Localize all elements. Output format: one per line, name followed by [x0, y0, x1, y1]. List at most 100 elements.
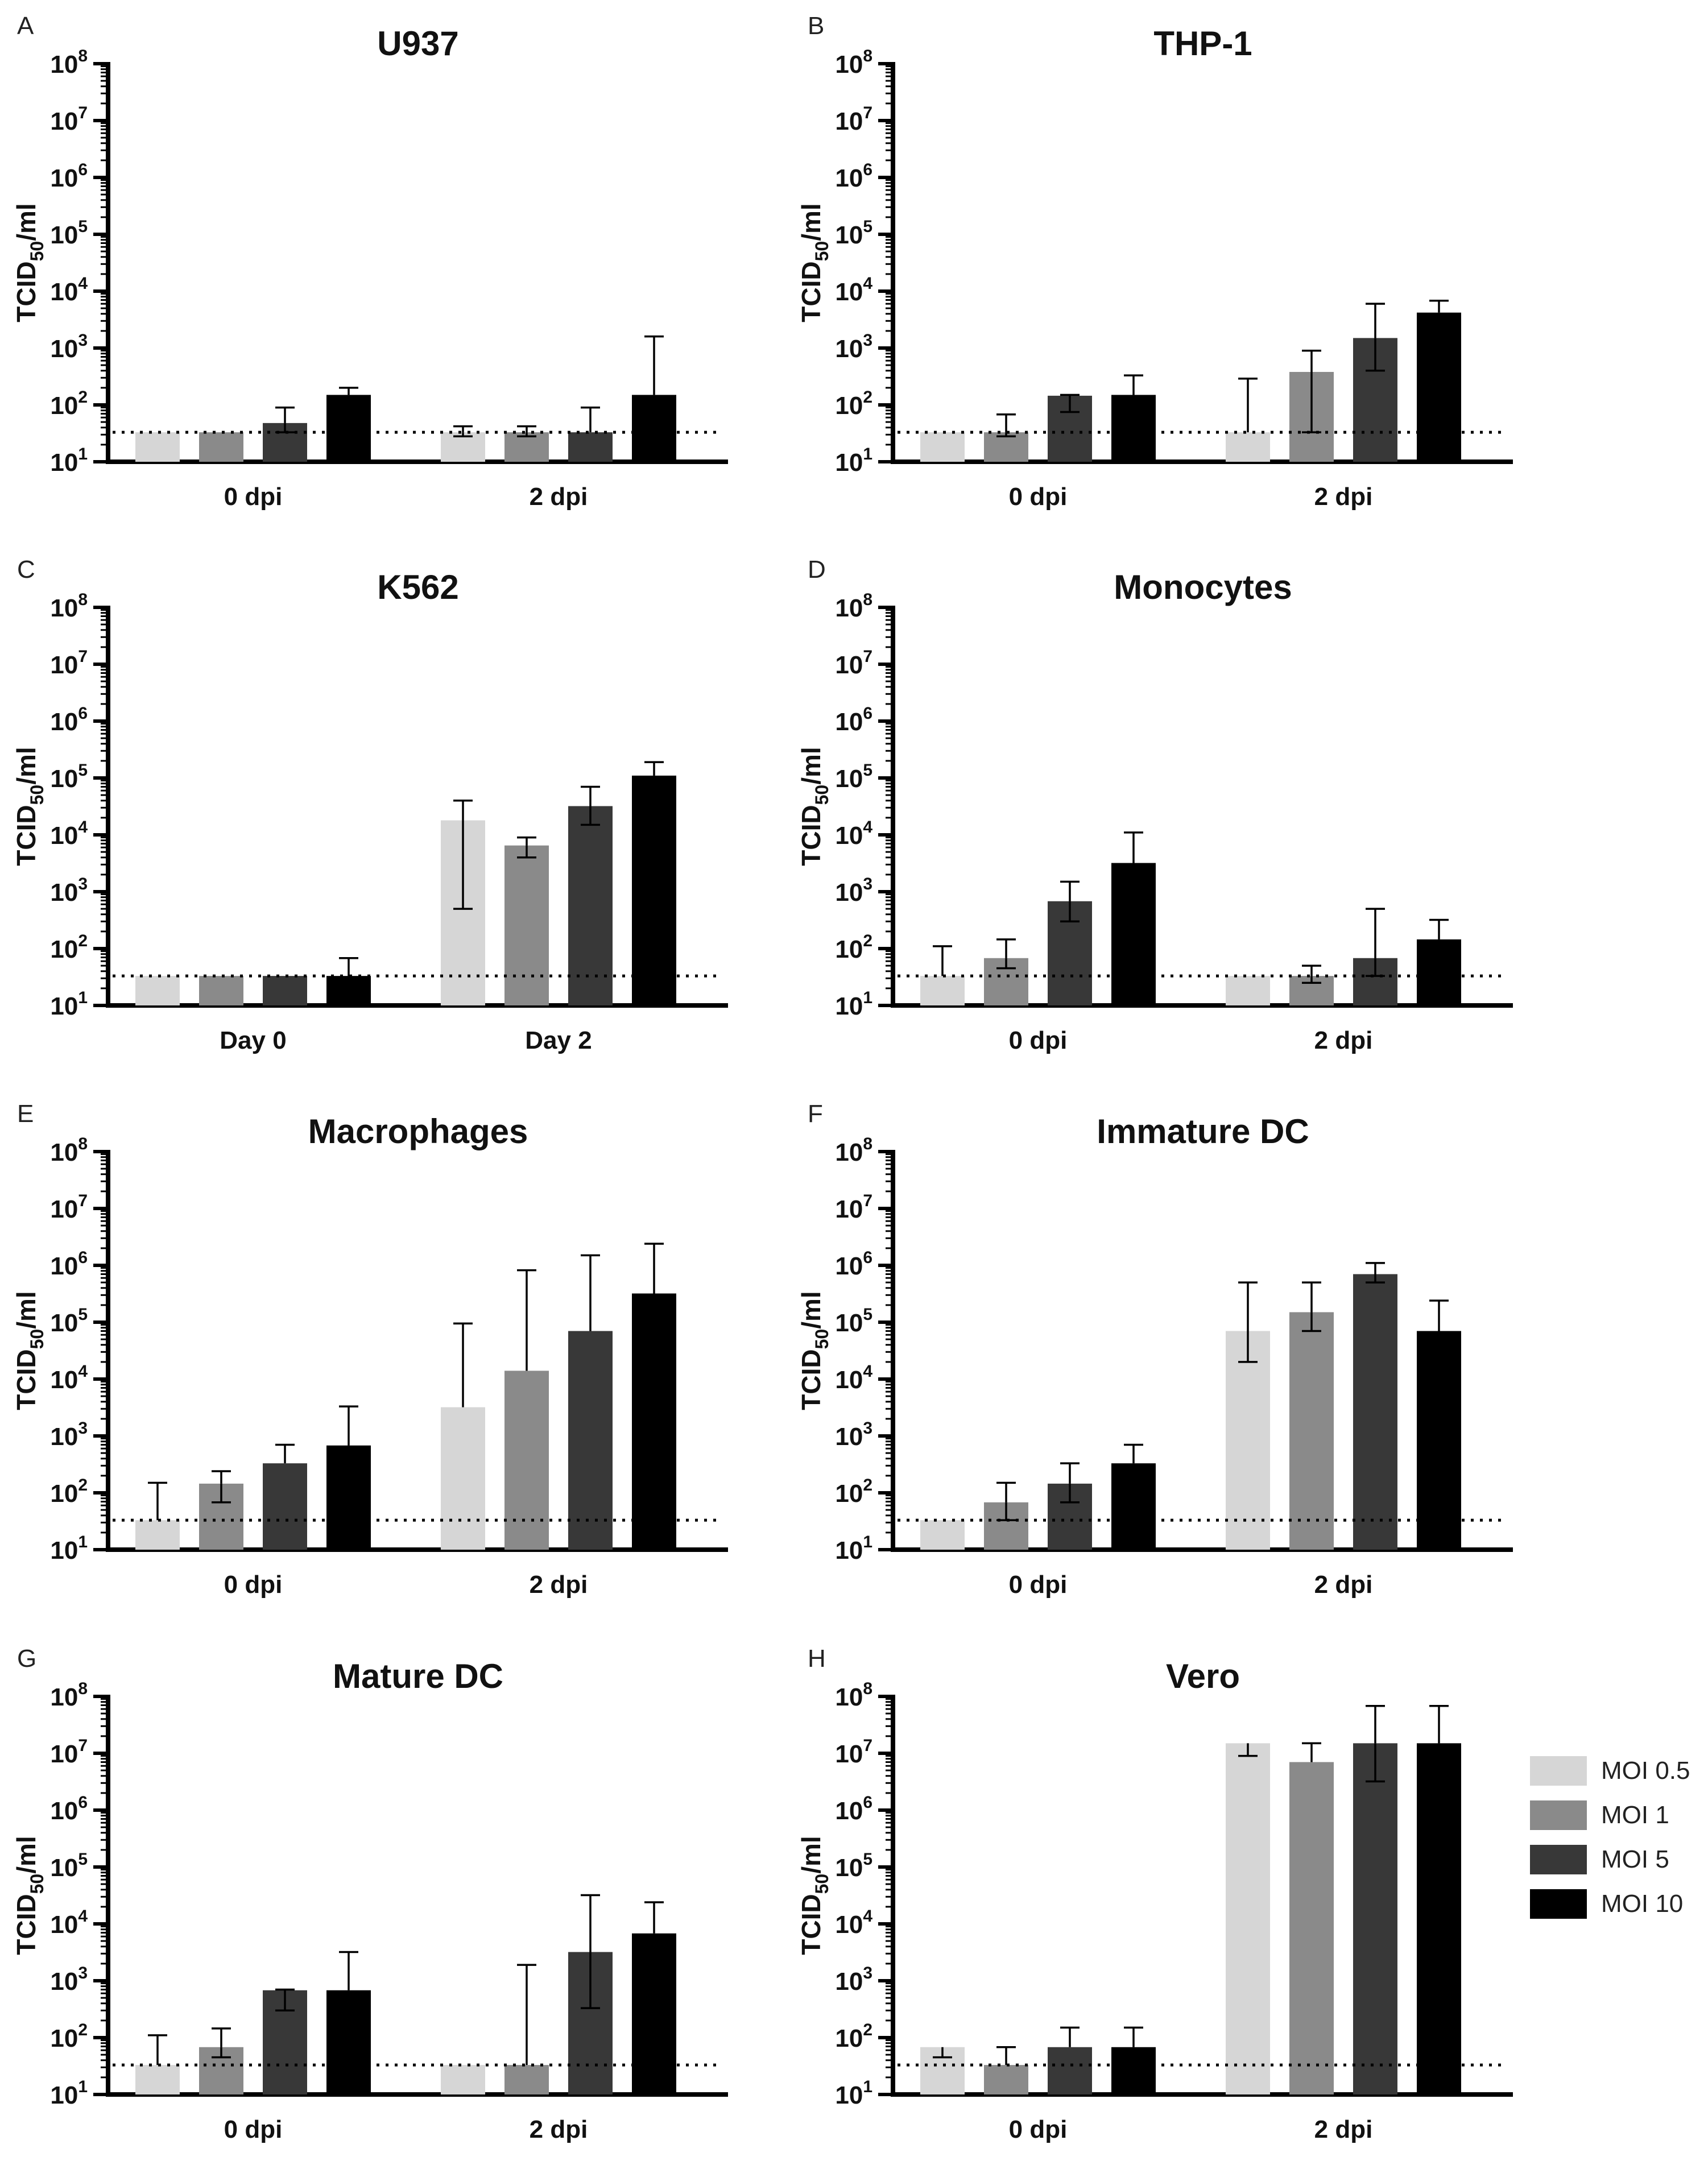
panel-d: D Monocytes 101 102 103 104 105 106 107 108 TCID50…	[796, 556, 1513, 1054]
x-tick-label: Day 0	[220, 1026, 286, 1054]
y-tick-label: 103	[50, 331, 88, 363]
panel-h: H Vero 101 102 103 104 105 106 107 108 TCID50/ml 0 …	[796, 1645, 1513, 2143]
bar	[135, 976, 180, 1005]
legend-item-moi-5: MOI 5	[1530, 1845, 1701, 1879]
bar	[199, 432, 243, 462]
y-tick-label: 102	[835, 2021, 872, 2052]
x-tick-label: 2 dpi	[1314, 483, 1373, 511]
bar	[632, 775, 676, 1005]
y-tick-label: 101	[50, 1533, 88, 1564]
panel-c: C K562 101 102 103 104 105 106 107 108 TCID50/ml Da…	[11, 556, 728, 1054]
y-tick-label: 107	[50, 1191, 88, 1223]
bar	[504, 1371, 549, 1550]
y-tick-label: 106	[50, 1248, 88, 1280]
y-tick-label: 107	[835, 647, 872, 679]
legend-item-moi-10: MOI 10	[1530, 1889, 1701, 1923]
bar	[1111, 2047, 1156, 2094]
y-tick-label: 106	[835, 704, 872, 736]
legend-label: MOI 1	[1601, 1801, 1669, 1829]
y-tick-label: 108	[50, 1679, 88, 1711]
chart-title: Monocytes	[1114, 568, 1292, 606]
panel-letter: E	[17, 1100, 34, 1128]
bar	[984, 2065, 1028, 2094]
panel-b: B THP-1 101 102 103 104 105 106 107 108 TCID50/ml 0…	[796, 12, 1513, 511]
y-tick-label: 103	[50, 1419, 88, 1451]
y-tick-label: 108	[835, 1679, 872, 1711]
panel-letter: D	[808, 556, 826, 583]
y-tick-label: 107	[835, 1736, 872, 1768]
y-tick-label: 108	[835, 47, 872, 78]
legend-label: MOI 0.5	[1601, 1757, 1690, 1785]
bar	[263, 1463, 307, 1550]
y-axis-label: TCID50/ml	[796, 203, 832, 322]
y-axis-label: TCID50/ml	[796, 747, 832, 866]
x-tick-label: 0 dpi	[1009, 1026, 1068, 1054]
bar	[1226, 432, 1270, 462]
bar	[1417, 1743, 1461, 2094]
chart-title: Macrophages	[308, 1112, 528, 1150]
bar	[568, 1331, 613, 1550]
bar	[135, 1520, 180, 1550]
bar	[1353, 1274, 1397, 1550]
panel-letter: H	[808, 1645, 826, 1673]
x-tick-label: 0 dpi	[224, 483, 283, 511]
bar	[632, 1293, 676, 1550]
y-tick-label: 102	[50, 932, 88, 963]
y-tick-label: 106	[835, 1248, 872, 1280]
bar	[441, 2065, 485, 2094]
x-tick-label: 2 dpi	[1314, 2116, 1373, 2143]
bar	[1289, 1762, 1334, 2094]
y-tick-label: 103	[50, 1964, 88, 1996]
y-tick-label: 106	[50, 704, 88, 736]
bar	[1048, 2047, 1092, 2094]
y-tick-label: 104	[835, 818, 872, 850]
bar	[326, 395, 371, 462]
y-axis-label: TCID50/ml	[11, 203, 47, 322]
bar	[632, 395, 676, 462]
y-tick-label: 108	[50, 590, 88, 622]
bar	[920, 432, 965, 462]
y-tick-label: 104	[50, 274, 88, 306]
y-tick-label: 106	[835, 1793, 872, 1825]
y-tick-label: 106	[50, 160, 88, 192]
y-tick-label: 105	[835, 1850, 872, 1882]
y-tick-label: 104	[835, 274, 872, 306]
bar	[135, 432, 180, 462]
y-tick-label: 107	[835, 104, 872, 135]
y-tick-label: 107	[50, 104, 88, 135]
y-tick-label: 107	[50, 1736, 88, 1768]
panel-letter: G	[17, 1645, 36, 1673]
legend-label: MOI 5	[1601, 1845, 1669, 1873]
y-tick-label: 104	[50, 818, 88, 850]
y-tick-label: 101	[835, 988, 872, 1020]
legend-swatch-moi-0-5	[1530, 1756, 1587, 1786]
legend-swatch-moi-10	[1530, 1889, 1587, 1919]
y-tick-label: 107	[835, 1191, 872, 1223]
y-tick-label: 108	[50, 47, 88, 78]
chart-title: K562	[377, 568, 458, 606]
bar	[632, 1933, 676, 2094]
x-tick-label: 2 dpi	[530, 483, 588, 511]
bar	[135, 2065, 180, 2094]
y-tick-label: 101	[50, 445, 88, 477]
y-axis-label: TCID50/ml	[11, 1291, 47, 1410]
x-tick-label: 0 dpi	[1009, 483, 1068, 511]
bar	[920, 976, 965, 1005]
panel-e: E Macrophages 101 102 103 104 105 106 107 108 TCID…	[11, 1100, 728, 1599]
y-axis-label: TCID50/ml	[796, 1291, 832, 1410]
panel-letter: F	[808, 1100, 823, 1128]
y-axis-label: TCID50/ml	[11, 1836, 47, 1955]
y-tick-label: 101	[835, 1533, 872, 1564]
bar	[1226, 1331, 1270, 1550]
y-tick-label: 108	[835, 590, 872, 622]
bar	[441, 1407, 485, 1550]
bar	[1289, 1312, 1334, 1550]
bar	[199, 976, 243, 1005]
chart-title: Vero	[1166, 1657, 1240, 1695]
y-tick-label: 102	[50, 388, 88, 420]
y-tick-label: 101	[835, 445, 872, 477]
y-tick-label: 103	[835, 331, 872, 363]
y-tick-label: 105	[50, 761, 88, 793]
y-axis-label: TCID50/ml	[11, 747, 47, 866]
